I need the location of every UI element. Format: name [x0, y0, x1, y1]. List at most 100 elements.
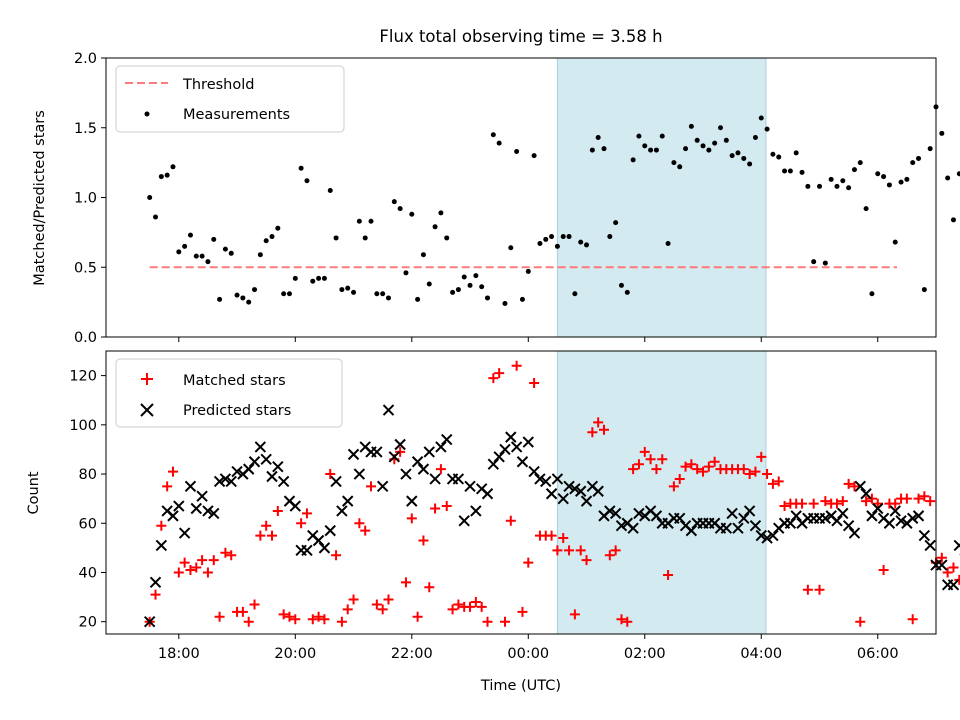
measurement-point [618, 282, 624, 288]
matched-star-point [488, 373, 499, 384]
predicted-star-point [918, 529, 931, 542]
predicted-star-point [324, 524, 336, 537]
count-x-tick-label: 00:00 [507, 646, 549, 662]
matched-star-point [622, 616, 633, 627]
predicted-star-point [749, 520, 762, 532]
matched-star-point [913, 493, 924, 504]
measurement-point [333, 235, 339, 241]
ratio-y-tick-label: 0.0 [74, 330, 97, 346]
matched-star-point [278, 609, 289, 620]
matched-star-point [866, 493, 877, 504]
matched-star-point [267, 530, 277, 541]
predicted-star-point [417, 463, 430, 475]
measurement-point [356, 218, 362, 224]
measurement-point [892, 239, 898, 245]
matched-star-point [301, 508, 312, 519]
measurement-point [455, 287, 461, 293]
matched-star-point [150, 589, 161, 600]
predicted-star-point [178, 527, 191, 539]
measurement-point [473, 273, 479, 279]
matched-star-point [255, 530, 266, 541]
count-x-tick-label: 02:00 [624, 646, 666, 662]
predicted-star-point [604, 505, 616, 517]
predicted-star-point [242, 463, 255, 475]
matched-star-point [505, 515, 516, 526]
measurement-point [811, 259, 817, 265]
measurement-point [822, 260, 828, 266]
matched-star-point [447, 604, 458, 615]
matched-star-point [435, 464, 446, 475]
ratio-legend: Threshold Measurements [115, 65, 345, 133]
predicted-star-point [540, 475, 552, 488]
measurement-point [665, 241, 671, 247]
predicted-star-point [633, 507, 645, 520]
measurement-point [578, 239, 584, 245]
measurement-point [653, 147, 659, 153]
measurement-point [630, 157, 636, 163]
measurement-point [956, 171, 960, 177]
matched-star-point [284, 611, 295, 622]
predicted-star-point [860, 488, 872, 500]
measurement-point [345, 285, 351, 291]
measurement-point [187, 232, 193, 238]
measurement-point [153, 214, 159, 220]
predicted-star-point [429, 473, 441, 485]
measurement-point [310, 278, 316, 284]
matched-star-point [657, 454, 668, 465]
matched-star-point [680, 461, 691, 472]
matched-star-point [575, 545, 586, 556]
measurement-point [846, 185, 852, 191]
matched-star-point [552, 545, 563, 556]
measurement-points [147, 104, 960, 307]
predicted-star-point [574, 485, 587, 497]
measurement-point [496, 140, 502, 146]
matched-star-point [872, 498, 883, 509]
predicted-star-point [732, 522, 744, 534]
predicted-star-point [609, 507, 622, 520]
count-legend: Matched stars Predicted stars [115, 358, 343, 428]
matched-star-point [342, 604, 353, 615]
ratio-panel: 0.00.51.01.52.0 Matched/Predicted stars … [32, 51, 960, 346]
predicted-star-point [371, 446, 383, 458]
count-y-tick-label: 80 [79, 467, 97, 483]
matched-star-point [837, 496, 848, 507]
measurement-point [327, 188, 333, 194]
matched-star-point [797, 498, 808, 509]
count-y-tick-label: 100 [69, 418, 97, 434]
matched-star-point [185, 565, 196, 576]
count-x-axis: 18:00 20:00 22:00 00:00 02:00 04:00 06:00 [158, 634, 899, 662]
matched-star-point [890, 498, 901, 509]
matched-star-point [465, 601, 476, 612]
measurement-point [240, 295, 246, 301]
matched-star-point [831, 498, 842, 509]
matched-star-point [290, 614, 301, 625]
matched-star-point [272, 505, 283, 516]
ratio-panel-frame [105, 57, 937, 338]
ratio-y-tick-label: 1.0 [74, 191, 97, 207]
matched-star-point [750, 466, 761, 477]
predicted-star-point [208, 507, 220, 520]
predicted-star-point [755, 529, 767, 542]
predicted-star-point [534, 473, 546, 485]
count-x-tick-label: 04:00 [740, 646, 782, 662]
measurement-point [467, 282, 473, 288]
matched-star-point [173, 567, 184, 578]
predicted-star-point [505, 431, 517, 443]
measurement-point [723, 137, 729, 143]
predicted-star-point [912, 510, 925, 522]
predicted-star-point [510, 441, 523, 453]
measurement-point [869, 291, 875, 297]
measurement-point [904, 176, 910, 182]
measurement-point [286, 291, 292, 297]
measurement-point [292, 275, 298, 281]
legend-measurements-label: Measurements [183, 107, 290, 123]
matched-star-point [907, 614, 918, 625]
matched-star-point [377, 604, 388, 615]
matched-star-point [220, 547, 231, 558]
measurement-point [764, 126, 770, 132]
measurement-point [420, 252, 426, 258]
measurement-point [275, 225, 281, 231]
matched-star-point [604, 550, 615, 561]
matched-star-point [709, 456, 720, 467]
